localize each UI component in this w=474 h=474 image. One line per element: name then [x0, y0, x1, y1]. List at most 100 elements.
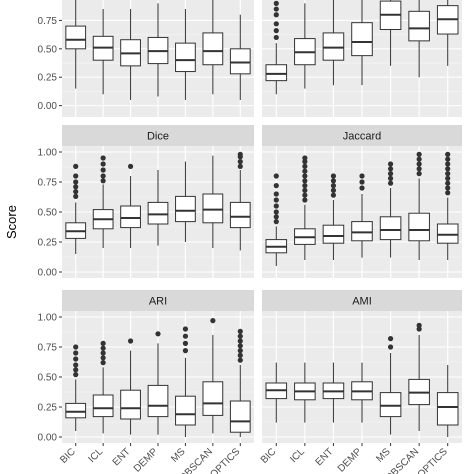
y-tick-label: 0.75: [38, 16, 58, 27]
box-demp: [147, 3, 169, 97]
outlier-point: [100, 350, 106, 356]
y-tick-label: 0.75: [38, 343, 58, 354]
box-iqr: [202, 32, 224, 66]
box-iqr: [408, 10, 430, 42]
y-tick-label: 0.00: [38, 433, 58, 444]
outlier-point: [445, 175, 451, 181]
outlier-point: [273, 203, 279, 209]
outlier-point: [445, 180, 451, 186]
box-bic: [265, 173, 288, 266]
box-iqr: [175, 395, 196, 426]
outlier-point: [416, 322, 422, 328]
outlier-point: [387, 344, 394, 350]
box-ent: [120, 163, 141, 248]
box-dbscan: [202, 155, 224, 248]
box-icl: [92, 340, 114, 434]
box-iqr: [65, 25, 87, 50]
outlier-point: [445, 171, 451, 177]
outlier-point: [302, 163, 308, 169]
box-iqr: [175, 42, 196, 73]
outlier-point: [416, 171, 422, 177]
outlier-point: [273, 12, 279, 18]
outlier-point: [445, 156, 451, 162]
box-ms: [175, 326, 196, 437]
outlier-point: [359, 185, 365, 191]
box-iqr: [436, 392, 459, 426]
outlier-point: [155, 331, 161, 337]
outlier-point: [273, 191, 279, 197]
outlier-point: [273, 197, 279, 203]
box-optics: [436, 151, 459, 260]
y-tick-label: 1.00: [38, 148, 58, 159]
outlier-point: [273, 173, 279, 179]
x-tick-label: ENT: [111, 446, 133, 468]
box-iqr: [120, 389, 141, 420]
x-tick-label: BIC: [259, 446, 279, 466]
box-iqr: [379, 216, 402, 241]
outlier-point: [73, 372, 79, 378]
y-tick-label: 0.25: [38, 403, 58, 414]
y-tick-label: 0.50: [38, 208, 58, 219]
panel-title: AMI: [352, 296, 372, 308]
outlier-point: [182, 326, 189, 332]
outlier-point: [73, 367, 79, 373]
x-tick-label: DEMP: [336, 446, 364, 474]
y-axis-label: Score: [4, 205, 19, 239]
box-optics: [229, 328, 251, 437]
outlier-point: [237, 328, 243, 334]
box-demp: [351, 0, 373, 86]
outlier-point: [237, 343, 243, 349]
y-tick-label: 0.50: [38, 373, 58, 384]
outlier-point: [302, 155, 308, 161]
box-ent: [322, 362, 345, 423]
x-tick-label: DBSCAN: [384, 446, 421, 474]
box-optics: [436, 0, 459, 66]
y-tick-label: 0.50: [38, 44, 58, 55]
outlier-point: [273, 219, 279, 225]
box-bic: [265, 362, 288, 423]
outlier-point: [302, 173, 308, 179]
y-tick-label: 0.00: [38, 101, 58, 112]
outlier-point: [73, 344, 79, 350]
outlier-point: [330, 192, 337, 198]
box-iqr: [322, 224, 345, 244]
box-iqr: [351, 22, 373, 57]
outlier-point: [302, 192, 308, 198]
box-ent: [322, 0, 345, 86]
outlier-point: [445, 185, 451, 191]
box-dbscan: [202, 0, 224, 95]
x-tick-label: ICL: [86, 446, 105, 465]
panel-4: Jaccard: [262, 125, 462, 278]
outlier-point: [330, 183, 337, 189]
outlier-point: [73, 193, 79, 199]
outlier-point: [73, 184, 79, 190]
outlier-point: [416, 156, 422, 162]
box-iqr: [379, 392, 402, 418]
outlier-point: [73, 362, 79, 368]
outlier-point: [237, 333, 243, 339]
outlier-point: [445, 151, 451, 157]
box-dbscan: [408, 322, 430, 431]
box-iqr: [92, 394, 114, 418]
outlier-point: [302, 197, 308, 203]
outlier-point: [100, 173, 106, 179]
box-iqr: [120, 205, 141, 229]
box-iqr: [65, 402, 87, 419]
outlier-point: [445, 161, 451, 167]
box-icl: [294, 3, 316, 89]
x-tick-label: ICL: [288, 446, 307, 465]
outlier-point: [273, 21, 279, 27]
box-ms: [175, 161, 196, 242]
y-tick-label: 0.25: [38, 73, 58, 84]
box-iqr: [202, 193, 224, 224]
panel-3: Dice 0.00 0.25 0.50 0.75 1.00: [38, 125, 254, 279]
box-demp: [351, 362, 373, 423]
box-iqr: [408, 212, 430, 242]
x-tick-label: DEMP: [132, 446, 160, 474]
box-icl: [92, 9, 114, 95]
y-tick-label: 0.00: [38, 268, 58, 279]
outlier-point: [73, 189, 79, 195]
outlier-point: [273, 34, 279, 41]
